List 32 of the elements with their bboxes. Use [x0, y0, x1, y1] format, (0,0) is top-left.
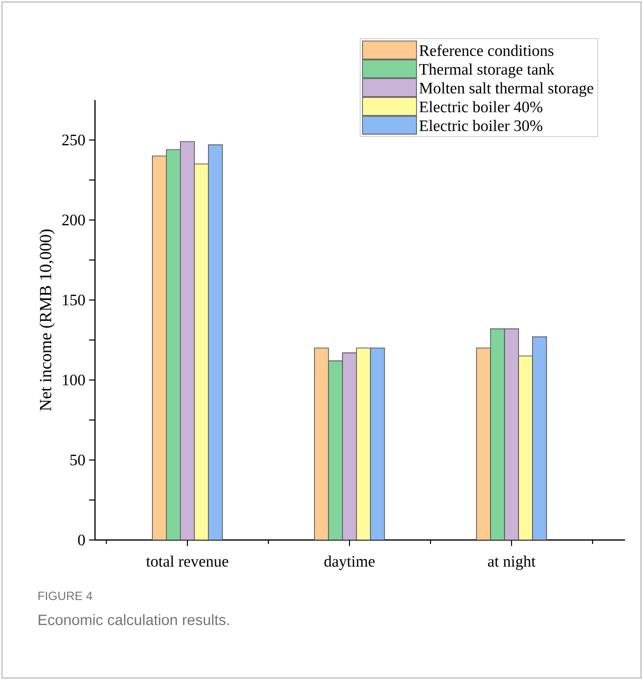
bar: [314, 348, 329, 540]
y-tick-label: 150: [62, 294, 85, 306]
legend-label: Molten salt thermal storage: [419, 82, 594, 97]
x-tick-label: total revenue: [146, 556, 228, 567]
y-axis-title: Net income (RMB 10,000): [39, 229, 55, 411]
caption: FIGURE 4: [38, 592, 92, 600]
bar: [504, 328, 519, 540]
legend-label: Thermal storage tank: [419, 64, 554, 78]
bar: [194, 164, 209, 540]
legend-label: Electric boiler 30%: [419, 120, 542, 132]
y-tick-label: 250: [62, 134, 85, 146]
bar: [180, 141, 195, 540]
y-tick-label: 200: [62, 214, 85, 226]
x-tick-label: daytime: [324, 556, 375, 570]
bar: [476, 348, 491, 540]
y-tick-label: 100: [62, 374, 85, 386]
bar: [342, 352, 357, 540]
bar: [370, 348, 385, 540]
bar: [166, 149, 181, 540]
text: Economic calculation results.: [38, 614, 229, 626]
bar: [532, 336, 547, 540]
bar: [356, 348, 371, 540]
legend-label: Reference conditions: [419, 44, 554, 56]
legend-label: Electric boiler 40%: [419, 101, 542, 112]
y-tick-label: 0: [78, 534, 85, 546]
bar: [208, 144, 223, 540]
bar: [490, 328, 505, 540]
y-tick-label: 50: [70, 454, 85, 466]
bar: [152, 156, 167, 540]
bar: [518, 356, 533, 540]
bar: [328, 360, 343, 540]
x-tick-label: at night: [488, 556, 536, 570]
